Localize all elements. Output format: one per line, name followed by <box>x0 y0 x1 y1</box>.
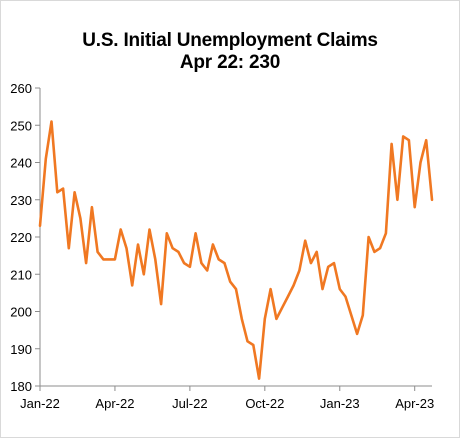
y-tick-label: 240 <box>10 156 32 171</box>
y-axis-ticks: 180 190 200 210 220 230 240 250 260 <box>10 81 40 394</box>
x-axis-ticks: Jan-22 Apr-22 Jul-22 Oct-22 Jan-23 Apr-23 <box>20 386 434 411</box>
y-tick-label: 210 <box>10 267 32 282</box>
series-layer <box>38 120 434 380</box>
y-tick-label: 180 <box>10 379 32 394</box>
y-tick-label: 250 <box>10 118 32 133</box>
chart-axes <box>39 88 432 387</box>
x-tick-label: Apr-23 <box>395 396 434 411</box>
chart-title: U.S. Initial Unemployment Claims <box>82 30 378 51</box>
y-tick-label: 190 <box>10 342 32 357</box>
y-tick-label: 230 <box>10 193 32 208</box>
x-tick-label: Jan-22 <box>20 396 60 411</box>
x-tick-label: Apr-22 <box>95 396 134 411</box>
y-tick-label: 220 <box>10 230 32 245</box>
y-tick-label: 260 <box>10 81 32 96</box>
x-tick-label: Oct-22 <box>245 396 284 411</box>
chart-subtitle: Apr 22: 230 <box>179 52 281 73</box>
claims-line <box>38 120 434 380</box>
x-tick-label: Jan-23 <box>320 396 360 411</box>
x-tick-label: Jul-22 <box>172 396 207 411</box>
y-tick-label: 200 <box>10 305 32 320</box>
